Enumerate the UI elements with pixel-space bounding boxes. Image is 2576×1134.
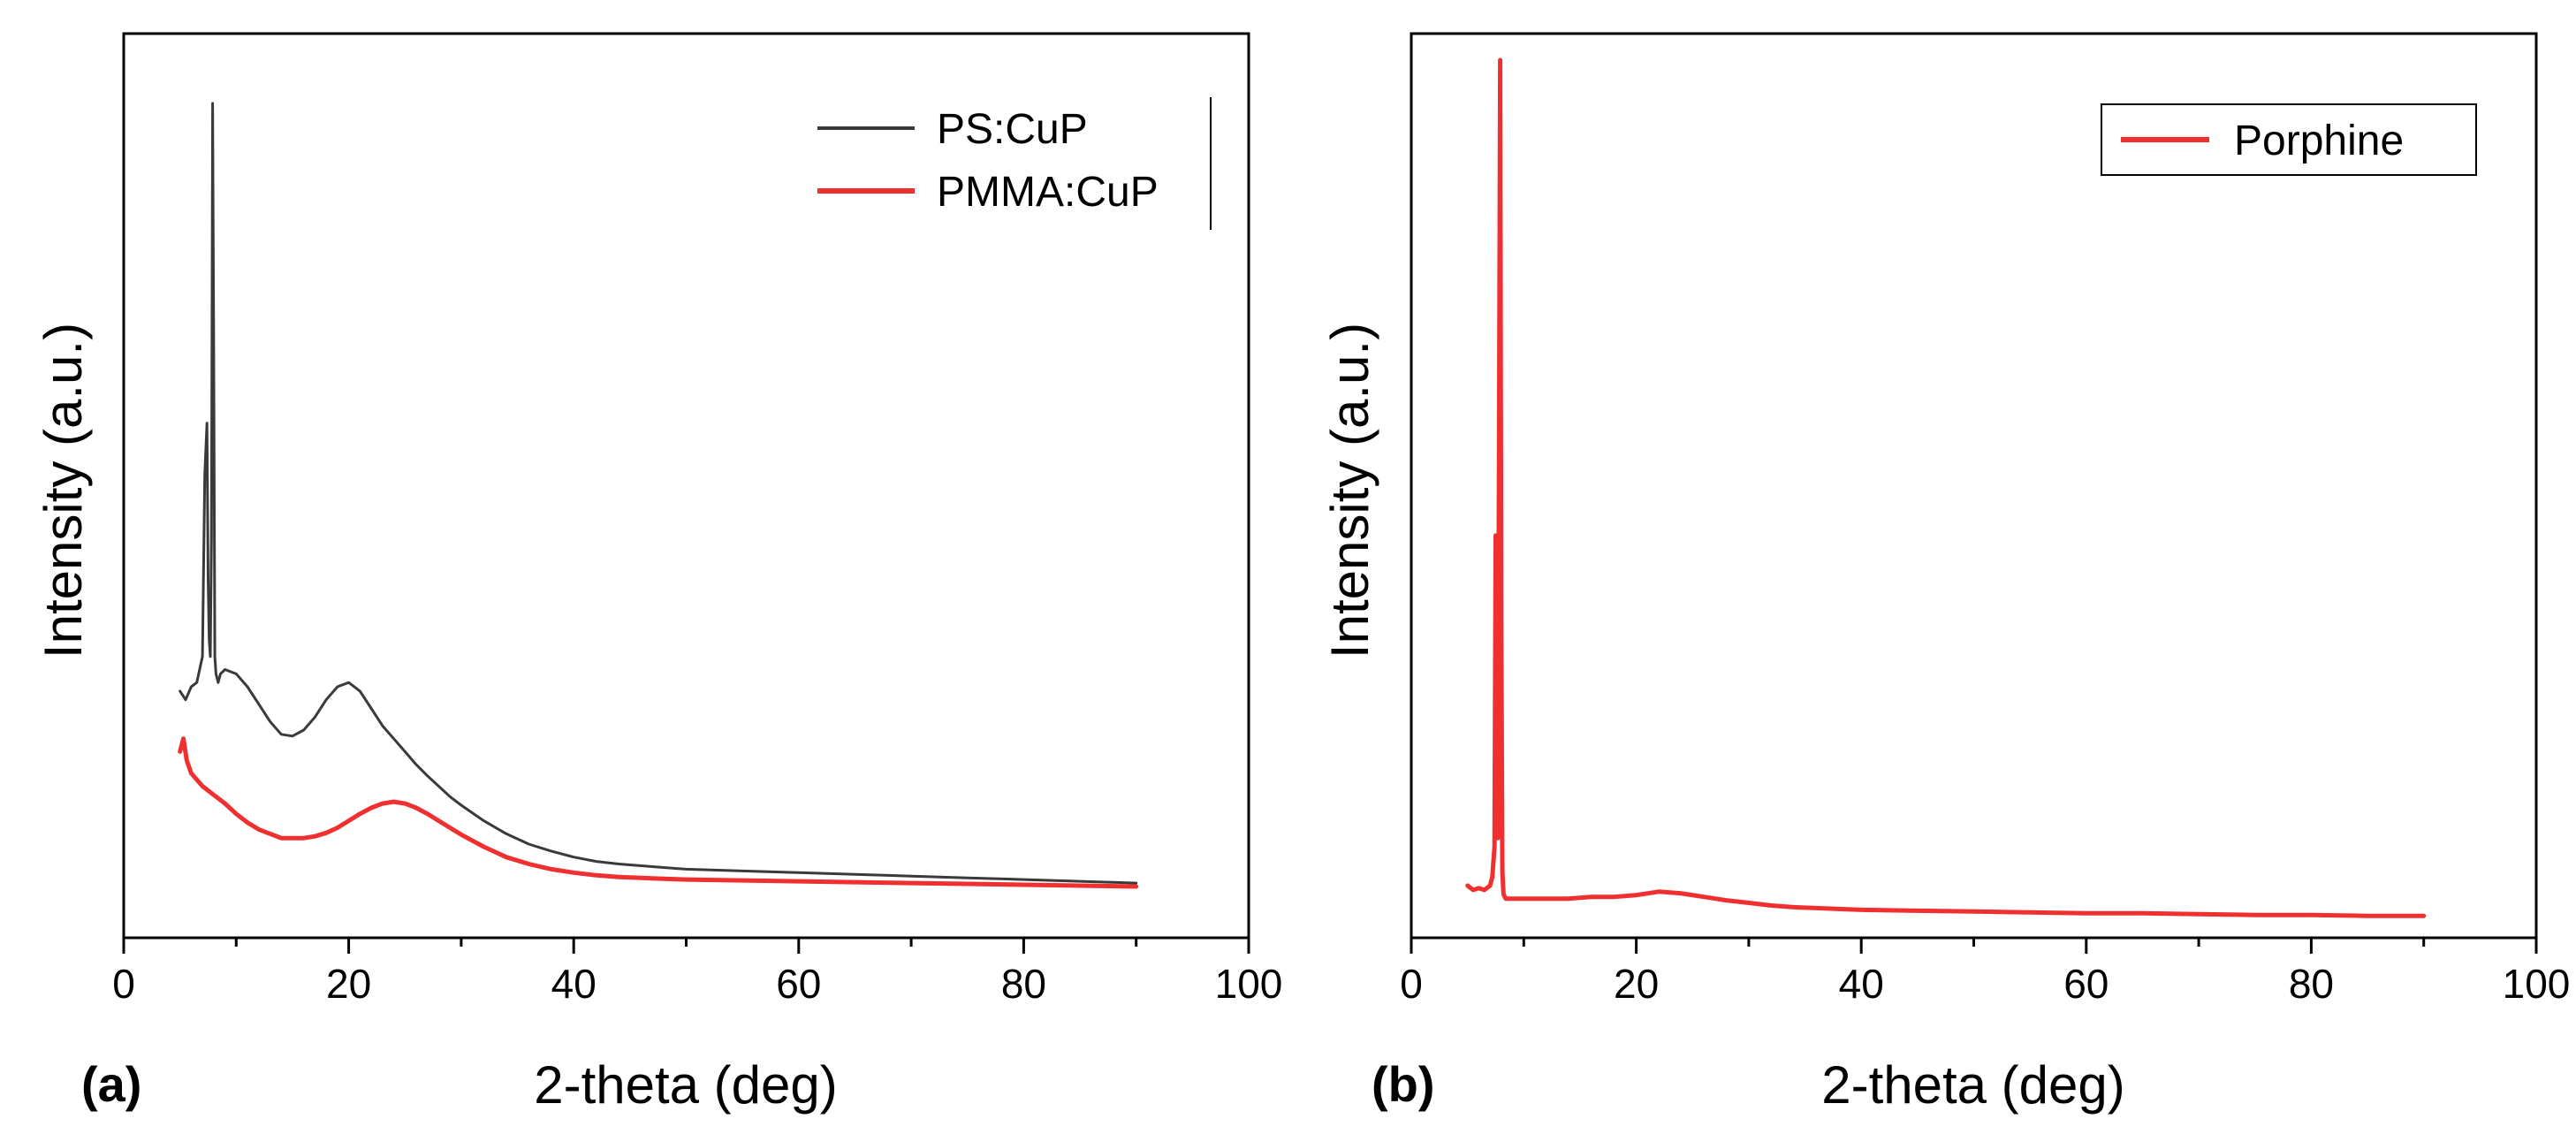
series-line-pmma-cup xyxy=(178,736,1139,889)
x-tick-label-a-0: 0 xyxy=(112,961,135,1007)
panel-label-a: (a) xyxy=(81,1056,141,1112)
x-tick-label-b-100: 100 xyxy=(2503,961,2571,1007)
legend-a: PS:CuP PMMA:CuP xyxy=(817,97,1212,230)
x-ticks-b xyxy=(1410,938,2538,954)
series-line-porphine xyxy=(1465,57,2427,918)
x-tick-label-a-80: 80 xyxy=(1001,961,1046,1007)
series-line-ps-cup xyxy=(179,102,1138,885)
series-group-b xyxy=(1465,57,2427,918)
x-ticks-a xyxy=(122,938,1250,954)
x-tick-label-b-60: 60 xyxy=(2063,961,2109,1007)
x-tick-label-a-20: 20 xyxy=(326,961,371,1007)
x-axis-title-b: 2-theta (deg) xyxy=(1821,1055,2125,1115)
x-tick-label-a-100: 100 xyxy=(1215,961,1283,1007)
x-tick-label-b-80: 80 xyxy=(2289,961,2334,1007)
legend-label-pmma-cup: PMMA:CuP xyxy=(937,169,1159,216)
x-tick-label-a-40: 40 xyxy=(551,961,597,1007)
panel-a: 0 20 40 60 80 100 PS:CuP PMMA:CuP Intensity (… xyxy=(34,32,1282,1115)
y-axis-title-b: Intensity (a.u.) xyxy=(1320,323,1379,658)
series-group-a xyxy=(178,102,1139,889)
legend-label-porphine: Porphine xyxy=(2234,118,2404,164)
y-axis-title-a: Intensity (a.u.) xyxy=(34,323,93,658)
legend-b: Porphine xyxy=(2101,103,2477,176)
panel-label-b: (b) xyxy=(1372,1056,1435,1112)
plot-frame-b xyxy=(1410,32,2538,940)
x-axis-title-a: 2-theta (deg) xyxy=(534,1055,838,1115)
x-tick-labels-b: 0 20 40 60 80 100 xyxy=(1400,961,2570,1007)
panel-b: 0 20 40 60 80 100 Porphine Intensity (a.u.) 2… xyxy=(1320,32,2570,1115)
x-tick-label-b-20: 20 xyxy=(1614,961,1659,1007)
x-tick-label-a-60: 60 xyxy=(776,961,821,1007)
x-tick-label-b-40: 40 xyxy=(1839,961,1884,1007)
x-tick-labels-a: 0 20 40 60 80 100 xyxy=(112,961,1282,1007)
legend-label-ps-cup: PS:CuP xyxy=(937,106,1088,153)
legend-frame-b xyxy=(2101,103,2477,176)
x-tick-label-b-0: 0 xyxy=(1400,961,1423,1007)
